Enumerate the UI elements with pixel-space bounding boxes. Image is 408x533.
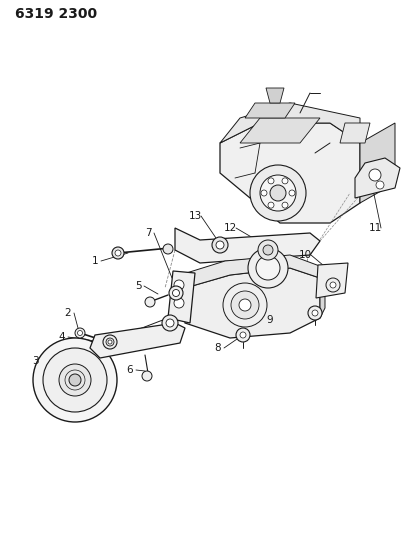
Circle shape: [369, 169, 381, 181]
Polygon shape: [180, 255, 325, 288]
Circle shape: [112, 247, 124, 259]
Circle shape: [256, 256, 280, 280]
Text: 11: 11: [368, 223, 381, 233]
Circle shape: [268, 178, 274, 184]
Circle shape: [173, 289, 180, 296]
Polygon shape: [340, 123, 370, 143]
Circle shape: [250, 165, 306, 221]
Circle shape: [174, 280, 184, 290]
Polygon shape: [220, 103, 360, 143]
Circle shape: [236, 328, 250, 342]
Circle shape: [163, 244, 173, 254]
Circle shape: [169, 286, 183, 300]
Circle shape: [223, 283, 267, 327]
Circle shape: [103, 335, 117, 349]
Circle shape: [282, 202, 288, 208]
Polygon shape: [355, 158, 400, 198]
Text: 12: 12: [223, 223, 237, 233]
Polygon shape: [175, 228, 320, 263]
Circle shape: [162, 315, 178, 331]
Circle shape: [106, 338, 114, 346]
Text: 1: 1: [92, 256, 98, 266]
Circle shape: [212, 237, 228, 253]
Circle shape: [326, 278, 340, 292]
Polygon shape: [220, 123, 360, 223]
Ellipse shape: [263, 243, 277, 251]
Polygon shape: [316, 263, 348, 298]
Polygon shape: [240, 118, 320, 143]
Circle shape: [312, 310, 318, 316]
Text: 13: 13: [188, 211, 202, 221]
Circle shape: [261, 190, 267, 196]
Text: 9: 9: [267, 315, 273, 325]
Circle shape: [145, 297, 155, 307]
Text: 5: 5: [135, 281, 141, 291]
Circle shape: [231, 291, 259, 319]
Polygon shape: [168, 271, 195, 323]
Circle shape: [265, 242, 275, 252]
Circle shape: [174, 298, 184, 308]
Text: 7: 7: [145, 228, 151, 238]
Circle shape: [282, 178, 288, 184]
Circle shape: [260, 175, 296, 211]
Circle shape: [115, 250, 121, 256]
Circle shape: [142, 371, 152, 381]
Circle shape: [75, 328, 85, 338]
Circle shape: [108, 340, 112, 344]
Circle shape: [289, 190, 295, 196]
Polygon shape: [320, 268, 325, 318]
Circle shape: [330, 282, 336, 288]
Circle shape: [308, 306, 322, 320]
Circle shape: [376, 181, 384, 189]
Circle shape: [59, 364, 91, 396]
Circle shape: [166, 319, 174, 327]
Polygon shape: [90, 323, 185, 358]
Text: 4: 4: [59, 332, 65, 342]
Polygon shape: [245, 103, 295, 118]
Text: 6319 2300: 6319 2300: [15, 7, 97, 21]
Circle shape: [248, 248, 288, 288]
Text: 2: 2: [65, 308, 71, 318]
Circle shape: [263, 245, 273, 255]
Text: 3: 3: [32, 356, 38, 366]
Text: 10: 10: [298, 250, 312, 260]
Circle shape: [69, 374, 81, 386]
Circle shape: [33, 338, 117, 422]
Circle shape: [270, 185, 286, 201]
Circle shape: [43, 348, 107, 412]
Text: 8: 8: [215, 343, 221, 353]
Polygon shape: [266, 88, 284, 103]
Polygon shape: [360, 123, 395, 203]
Circle shape: [216, 241, 224, 249]
Circle shape: [239, 299, 251, 311]
Circle shape: [268, 202, 274, 208]
Circle shape: [258, 240, 278, 260]
Circle shape: [240, 332, 246, 338]
Circle shape: [78, 330, 82, 335]
Polygon shape: [185, 268, 320, 338]
Text: 6: 6: [127, 365, 133, 375]
